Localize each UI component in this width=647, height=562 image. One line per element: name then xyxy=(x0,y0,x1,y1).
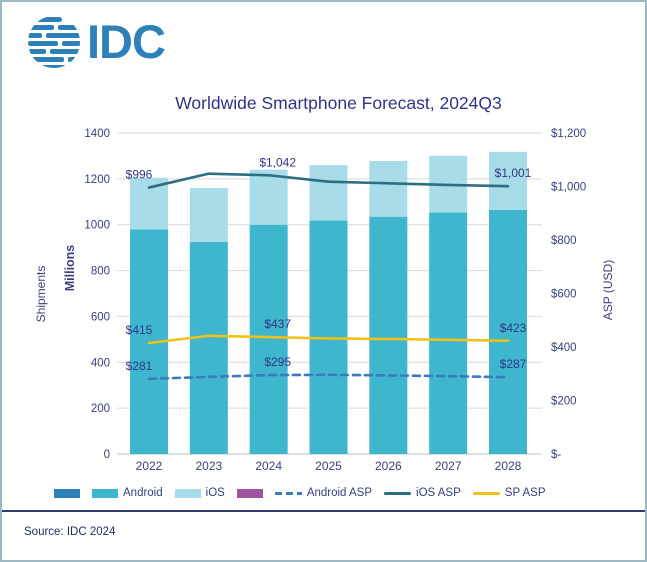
left-axis-tick: 800 xyxy=(91,266,110,278)
left-axis-title-shipments: Shipments xyxy=(34,265,48,323)
right-axis-tick: $1,000 xyxy=(551,182,586,194)
legend-item xyxy=(236,488,263,498)
data-label: $281 xyxy=(126,359,153,373)
right-axis-title: ASP (USD) xyxy=(601,259,615,321)
chart-legend: Android iOS Android ASP iOS ASP SP ASP xyxy=(54,487,635,499)
bar-segment-android-2027 xyxy=(429,212,468,454)
data-label: $1,042 xyxy=(259,155,296,169)
left-axis-tick: 600 xyxy=(91,311,110,323)
left-axis-tick: 400 xyxy=(91,357,110,369)
android-asp-line xyxy=(147,373,510,381)
legend-item-android: Android xyxy=(92,487,163,499)
bar-segment-ios-2023 xyxy=(189,188,228,242)
legend-swatch xyxy=(92,488,118,498)
right-axis-tick: $200 xyxy=(551,396,577,408)
ios-asp-line xyxy=(147,172,510,189)
legend-swatch xyxy=(472,491,500,495)
data-label: $287 xyxy=(500,357,527,371)
data-label: $1,001 xyxy=(495,166,532,180)
legend-item-sp-asp: SP ASP xyxy=(472,487,546,499)
x-axis-label: 2023 xyxy=(195,459,222,473)
right-axis-tick: $400 xyxy=(551,342,577,354)
data-label: $437 xyxy=(264,317,291,331)
x-axis-label: 2024 xyxy=(255,459,282,473)
x-axis-label: 2022 xyxy=(136,459,163,473)
legend-item-ios: iOS xyxy=(174,487,225,499)
sp-asp-line xyxy=(147,334,510,345)
x-axis-label: 2028 xyxy=(495,459,522,473)
data-label: $423 xyxy=(500,321,527,335)
data-label: $996 xyxy=(126,168,153,182)
legend-swatch xyxy=(54,488,80,498)
right-axis-tick: $800 xyxy=(551,235,577,247)
legend-swatch xyxy=(274,491,302,495)
idc-logo: IDC xyxy=(26,13,166,70)
legend-item-android-asp: Android ASP xyxy=(274,487,373,499)
bar-segment-android-2024 xyxy=(249,224,288,454)
left-axis-tick: 1000 xyxy=(84,220,110,232)
left-axis-tick: 200 xyxy=(91,403,110,415)
chart-title: Worldwide Smartphone Forecast, 2024Q3 xyxy=(175,93,502,113)
bar-segment-ios-2026 xyxy=(369,160,408,217)
legend-label: Android xyxy=(123,487,163,499)
left-axis-tick: 1200 xyxy=(84,174,110,186)
footer-divider xyxy=(2,510,645,512)
left-axis-tick: 0 xyxy=(104,449,110,461)
legend-item-ios-asp: iOS ASP xyxy=(384,487,461,499)
source-note: Source: IDC 2024 xyxy=(24,526,116,538)
bar-segment-ios-2028 xyxy=(489,151,527,210)
legend-swatch xyxy=(236,488,263,498)
legend-label: iOS ASP xyxy=(416,487,461,499)
idc-logo-text: IDC xyxy=(87,15,166,68)
bar-segment-android-2026 xyxy=(369,216,408,454)
legend-item xyxy=(54,488,80,498)
x-axis-label: 2026 xyxy=(375,459,402,473)
left-axis-title-millions: Millions xyxy=(63,244,77,292)
right-axis-tick: $600 xyxy=(551,289,577,301)
legend-label: iOS xyxy=(205,487,225,499)
x-axis-label: 2027 xyxy=(435,459,462,473)
legend-swatch xyxy=(384,491,412,495)
data-label: $295 xyxy=(264,355,291,369)
bar-segment-ios-2025 xyxy=(309,165,348,221)
bar-segment-android-2028 xyxy=(489,209,527,454)
right-axis-tick: $- xyxy=(551,449,561,461)
left-axis-tick: 1400 xyxy=(84,128,110,140)
idc-globe-icon xyxy=(28,17,80,68)
legend-swatch xyxy=(174,488,201,498)
data-label: $415 xyxy=(126,323,153,337)
bar-segment-android-2023 xyxy=(189,241,228,454)
legend-label: Android ASP xyxy=(306,487,373,499)
bar-segment-ios-2024 xyxy=(249,169,288,225)
x-axis-label: 2025 xyxy=(315,459,342,473)
legend-label: SP ASP xyxy=(504,487,546,499)
right-axis-tick: $1,200 xyxy=(551,128,586,140)
